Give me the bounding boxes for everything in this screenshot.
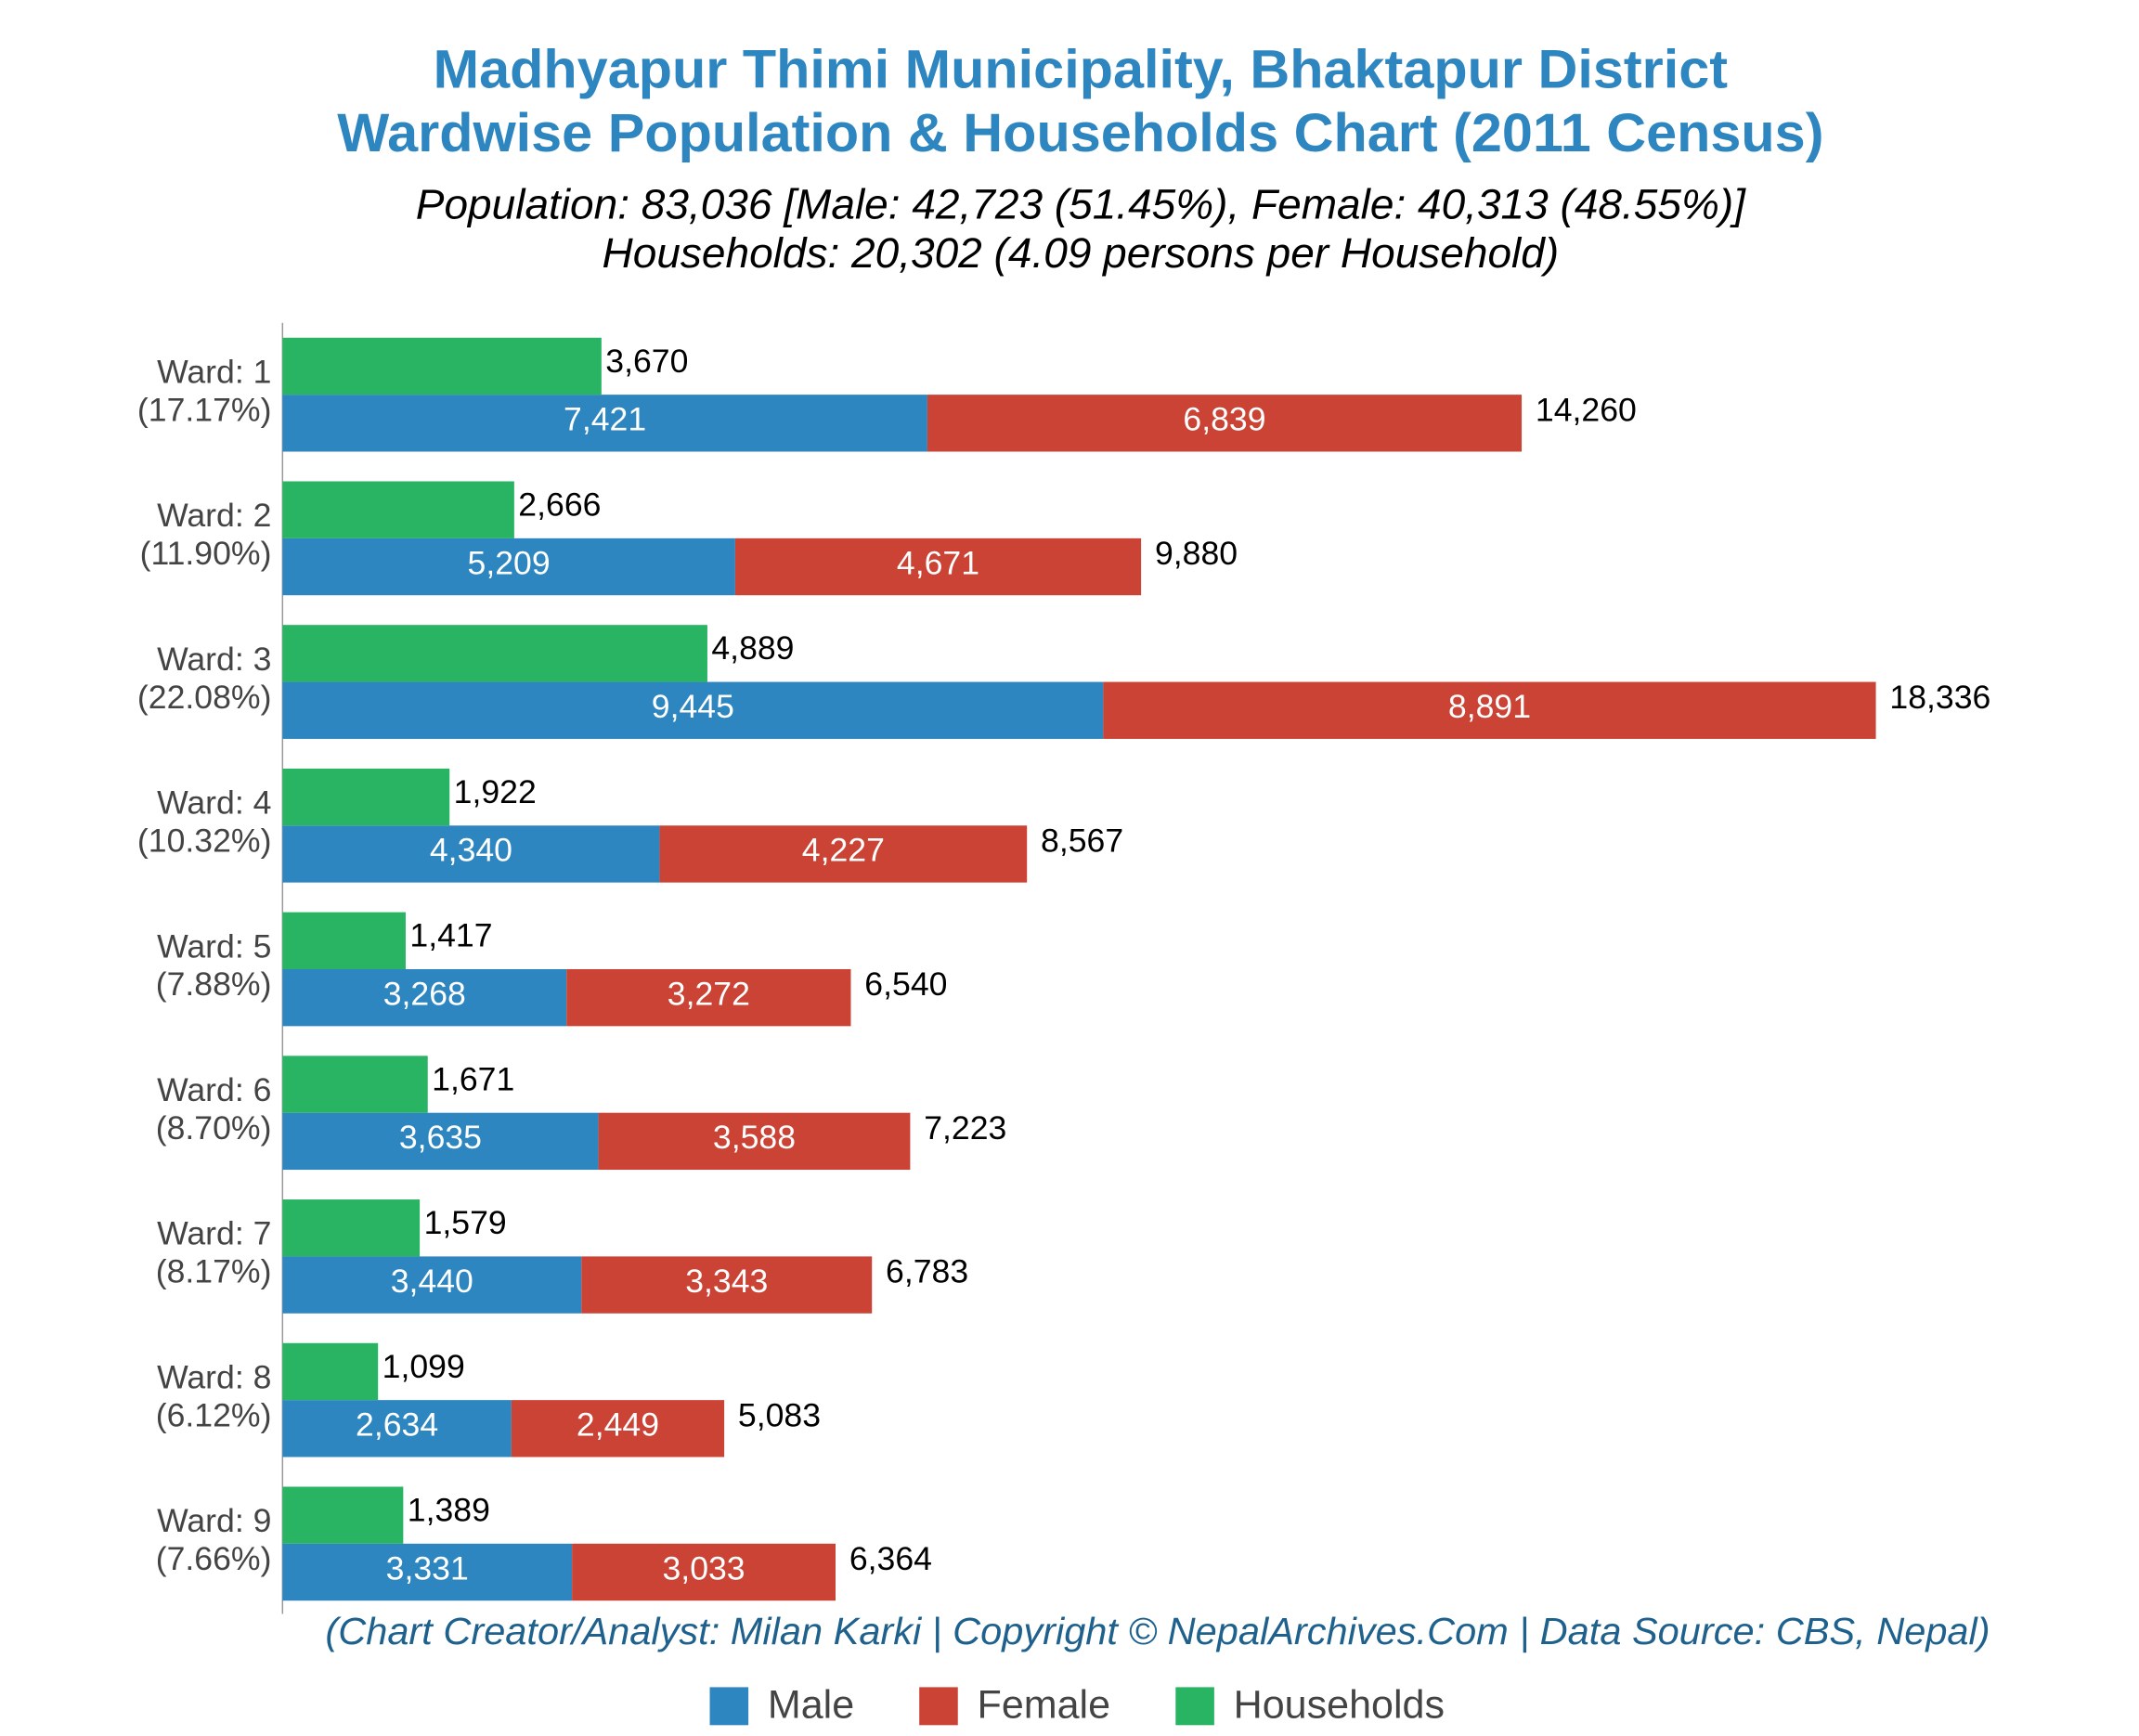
data-label: 3,272 xyxy=(668,977,750,1013)
legend-swatch xyxy=(1175,1687,1214,1726)
bar xyxy=(282,825,660,883)
data-label: 3,440 xyxy=(391,1263,473,1300)
bar xyxy=(572,1543,836,1601)
bar xyxy=(598,1112,911,1171)
bar xyxy=(282,481,514,538)
bar xyxy=(282,1056,428,1113)
total-label: 8,567 xyxy=(1041,823,1123,860)
total-label: 14,260 xyxy=(1536,393,1637,429)
bar xyxy=(1103,681,1876,739)
bar xyxy=(282,1112,599,1171)
legend-label: Households xyxy=(1234,1683,1445,1728)
data-label: 2,449 xyxy=(577,1407,659,1444)
data-label: 3,670 xyxy=(605,343,688,380)
total-label: 7,223 xyxy=(924,1110,1006,1147)
bar xyxy=(282,625,707,682)
y-tick-label: (22.08%) xyxy=(137,680,272,716)
legend-swatch xyxy=(919,1687,958,1726)
y-tick-label: Ward: 9 xyxy=(157,1503,271,1539)
data-label: 3,635 xyxy=(399,1120,482,1156)
bar xyxy=(282,1543,573,1601)
bar xyxy=(282,1400,512,1457)
y-tick-label: (8.70%) xyxy=(156,1110,272,1147)
bar xyxy=(282,337,602,395)
y-tick-label: Ward: 8 xyxy=(157,1360,271,1396)
data-label: 2,634 xyxy=(356,1407,438,1444)
y-tick-label: (11.90%) xyxy=(140,536,272,572)
credit: (Chart Creator/Analyst: Milan Karki | Co… xyxy=(325,1611,1990,1653)
legend-label: Male xyxy=(768,1683,854,1728)
y-tick-label: (17.17%) xyxy=(137,393,272,429)
bar xyxy=(566,968,851,1027)
bar xyxy=(282,912,406,969)
data-label: 6,839 xyxy=(1183,402,1265,438)
bar xyxy=(282,768,450,826)
data-label: 3,343 xyxy=(685,1263,768,1300)
y-tick-label: (6.12%) xyxy=(156,1398,272,1434)
data-label: 1,922 xyxy=(454,774,537,810)
data-label: 4,227 xyxy=(802,833,885,869)
y-tick-label: (8.17%) xyxy=(156,1254,272,1290)
data-label: 9,445 xyxy=(652,689,734,725)
bar xyxy=(282,1486,404,1544)
y-tick-label: Ward: 6 xyxy=(157,1072,271,1108)
data-label: 1,671 xyxy=(432,1062,514,1098)
total-label: 6,364 xyxy=(849,1541,932,1577)
data-label: 4,671 xyxy=(897,546,979,582)
bar xyxy=(734,538,1142,596)
data-label: 4,889 xyxy=(711,630,794,667)
y-tick-label: Ward: 5 xyxy=(157,929,271,965)
y-tick-label: (7.88%) xyxy=(156,966,272,1003)
chart-subtitle: Households: 20,302 (4.09 persons per Hou… xyxy=(603,229,1560,277)
y-tick-label: Ward: 2 xyxy=(157,498,271,534)
y-tick-label: (10.32%) xyxy=(137,823,272,860)
bar xyxy=(282,1342,379,1401)
bar xyxy=(282,395,927,452)
total-label: 18,336 xyxy=(1889,680,1990,716)
y-tick-label: Ward: 7 xyxy=(157,1216,271,1252)
y-tick-label: (7.66%) xyxy=(156,1541,272,1577)
bar xyxy=(282,968,567,1027)
data-label: 8,891 xyxy=(1448,689,1531,725)
legend-swatch xyxy=(709,1687,749,1726)
bar xyxy=(927,395,1523,452)
data-label: 7,421 xyxy=(564,402,646,438)
chart-subtitle: Population: 83,036 [Male: 42,723 (51.45%… xyxy=(416,181,1746,228)
chart-title: Madhyapur Thimi Municipality, Bhaktapur … xyxy=(434,40,1728,99)
data-label: 3,033 xyxy=(662,1551,745,1587)
data-label: 3,588 xyxy=(713,1120,796,1156)
bar xyxy=(282,1256,582,1314)
data-label: 1,099 xyxy=(382,1349,465,1385)
data-label: 1,389 xyxy=(408,1493,490,1529)
legend-label: Female xyxy=(978,1683,1111,1728)
total-label: 6,540 xyxy=(864,966,947,1003)
chart-title: Wardwise Population & Households Chart (… xyxy=(337,103,1823,162)
data-label: 3,268 xyxy=(383,977,466,1013)
data-label: 5,209 xyxy=(468,546,551,582)
total-label: 9,880 xyxy=(1155,536,1238,572)
y-tick-label: Ward: 4 xyxy=(157,785,271,822)
total-label: 6,783 xyxy=(886,1254,968,1290)
bar xyxy=(282,538,735,596)
bar xyxy=(511,1400,725,1457)
bar xyxy=(581,1256,873,1314)
y-tick-label: Ward: 3 xyxy=(157,641,271,678)
data-label: 1,417 xyxy=(409,918,492,954)
y-tick-label: Ward: 1 xyxy=(157,355,271,391)
bar xyxy=(282,681,1104,739)
total-label: 5,083 xyxy=(738,1398,821,1434)
bar xyxy=(282,1199,421,1257)
data-label: 4,340 xyxy=(430,833,512,869)
data-label: 1,579 xyxy=(424,1205,507,1241)
bar xyxy=(659,825,1028,883)
data-label: 2,666 xyxy=(518,487,601,524)
data-label: 3,331 xyxy=(386,1551,469,1587)
